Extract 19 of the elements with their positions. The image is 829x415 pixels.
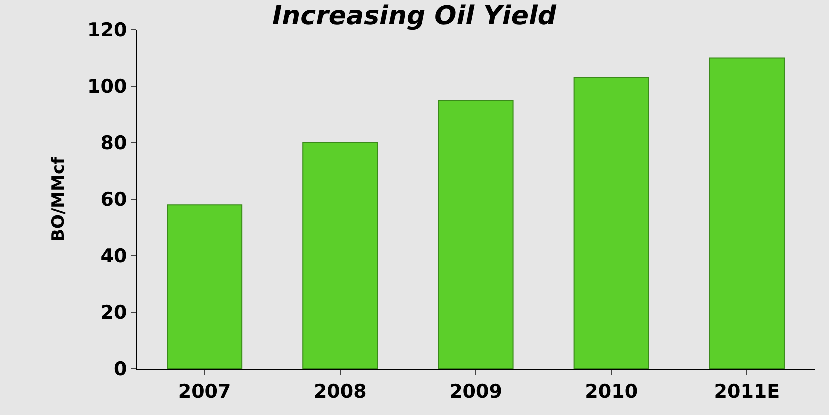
x-tick-label: 2011E — [714, 380, 780, 403]
bar — [709, 58, 785, 369]
bar — [438, 100, 514, 369]
bar — [574, 78, 650, 369]
bar — [167, 204, 243, 369]
x-tick-label: 2010 — [585, 380, 638, 403]
x-tick-label: 2008 — [314, 380, 367, 403]
y-tick-label: 80 — [100, 132, 128, 155]
y-tick-label: 100 — [88, 76, 128, 98]
y-tick-label: 40 — [100, 246, 128, 268]
y-tick-label: 60 — [100, 189, 128, 212]
x-tick-label: 2007 — [178, 380, 232, 403]
y-tick-label: 20 — [100, 302, 128, 324]
x-tick-label: 2009 — [450, 380, 502, 403]
y-tick-label: 120 — [88, 20, 128, 42]
bar — [302, 142, 378, 369]
y-tick-label: 0 — [114, 358, 128, 381]
y-axis-title: BO/MMcf — [49, 156, 70, 242]
chart-title: Increasing Oil Yield — [272, 1, 557, 32]
